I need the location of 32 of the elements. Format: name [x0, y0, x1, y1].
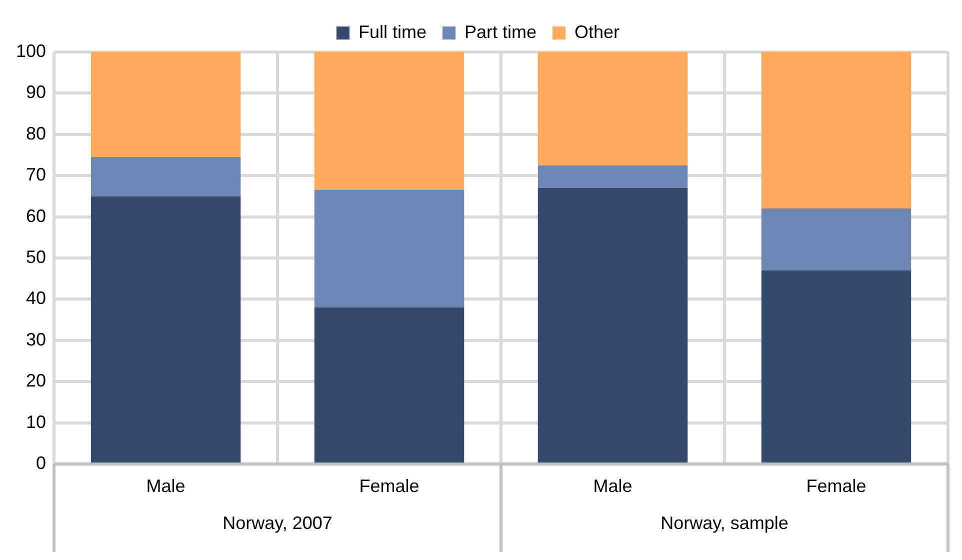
x-tick-label: Female	[359, 476, 420, 496]
text: Norway, 2007	[222, 512, 332, 533]
bar	[538, 52, 688, 166]
legend-label: Other	[574, 22, 620, 42]
bar	[90, 157, 241, 196]
y-tick-label: 40	[26, 288, 46, 308]
bar	[538, 165, 688, 188]
bar	[90, 196, 241, 462]
y-tick-label: 70	[26, 164, 46, 185]
x-tick-label: Female	[806, 476, 866, 496]
bar	[314, 52, 464, 190]
y-tick-label: 50	[26, 246, 46, 267]
y-tick-label: 90	[26, 82, 46, 102]
legend-label: Full time	[358, 22, 426, 42]
legend-label: Part time	[464, 22, 537, 42]
bar	[90, 52, 241, 158]
bar	[314, 190, 464, 308]
bar	[314, 307, 464, 462]
y-tick-label: 60	[26, 206, 46, 226]
bar	[761, 270, 912, 462]
bar	[538, 188, 688, 462]
y-tick-label: 20	[26, 370, 46, 391]
y-tick-label: 0	[36, 452, 46, 473]
y-tick-label: 80	[26, 123, 46, 144]
y-tick-label: 30	[26, 329, 46, 350]
text: Norway, sample	[660, 512, 788, 533]
x-tick-label: Male	[146, 476, 186, 496]
x-tick-label: Male	[593, 476, 632, 496]
bar	[761, 208, 912, 270]
y-tick-label: 100	[16, 40, 46, 61]
bar	[761, 52, 912, 209]
y-tick-label: 10	[26, 412, 46, 432]
